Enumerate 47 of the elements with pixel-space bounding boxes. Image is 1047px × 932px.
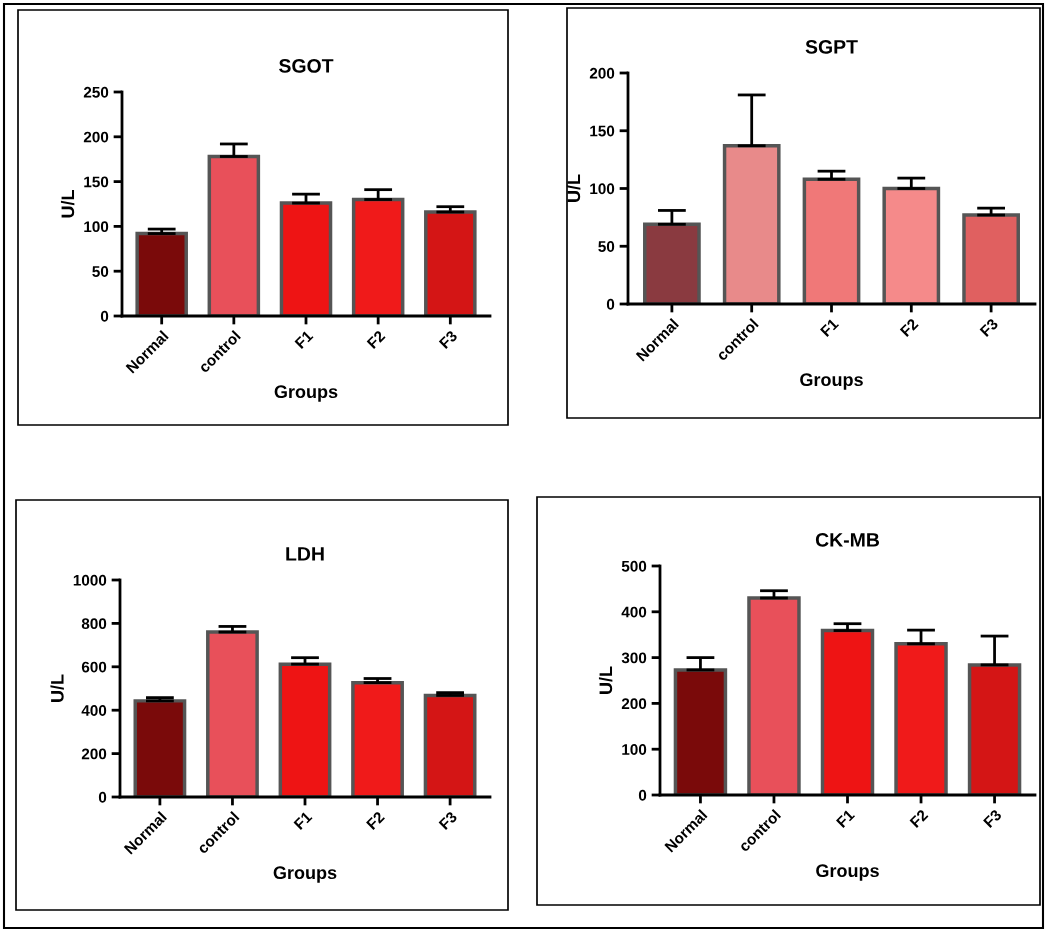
y-tick-label: 0: [638, 789, 647, 801]
y-tick-label: 100: [84, 221, 109, 233]
y-tick-label: 150: [84, 176, 109, 188]
y-tick-label: 200: [83, 131, 109, 143]
x-tick-label: F2: [899, 317, 919, 337]
y-tick-label: 600: [81, 661, 107, 673]
y-axis-title: U/L: [598, 666, 613, 694]
x-tick-label: F3: [438, 329, 458, 350]
chart-title: LDH: [286, 547, 324, 561]
y-tick-label: 0: [606, 298, 615, 310]
y-tick-label: 0: [98, 791, 107, 803]
x-tick-label: F1: [294, 329, 314, 349]
y-tick-label: 500: [621, 560, 647, 572]
y-tick-label: 50: [92, 266, 109, 277]
x-tick-label: F3: [979, 317, 999, 338]
y-tick-label: 150: [590, 125, 615, 137]
x-tick-label: F1: [820, 317, 840, 337]
y-axis-title: U/L: [60, 190, 75, 218]
y-tick-label: 400: [621, 606, 647, 618]
x-tick-label: F3: [438, 810, 458, 831]
y-tick-label: 100: [590, 183, 615, 195]
y-tick-label: 800: [81, 618, 107, 630]
y-tick-label: 200: [589, 67, 615, 79]
y-tick-label: 1000: [73, 574, 107, 586]
y-tick-label: 0: [100, 310, 109, 322]
y-tick-label: 200: [81, 748, 107, 760]
x-axis-title: Groups: [816, 864, 879, 881]
y-axis-title: U/L: [50, 674, 64, 702]
y-tick-label: 200: [621, 698, 647, 710]
chart-title: CK-MB: [815, 532, 880, 547]
y-tick-label: 50: [598, 241, 615, 252]
y-tick-label: 250: [83, 86, 109, 98]
chart-title: SGOT: [279, 58, 334, 73]
x-axis-title: Groups: [273, 866, 337, 883]
chart-title: SGPT: [805, 39, 858, 54]
x-tick-label: F1: [293, 810, 313, 830]
x-tick-label: F1: [836, 808, 856, 828]
y-tick-label: 100: [622, 744, 647, 755]
y-axis-title: U/L: [566, 174, 581, 202]
x-tick-label: F2: [366, 329, 386, 349]
x-tick-label: F3: [982, 808, 1003, 829]
x-axis-title: Groups: [800, 373, 863, 390]
y-tick-label: 300: [621, 652, 647, 664]
x-axis-title: Groups: [274, 385, 338, 402]
x-tick-label: F2: [365, 810, 385, 830]
y-tick-label: 400: [81, 705, 107, 716]
x-tick-label: F2: [909, 808, 929, 828]
